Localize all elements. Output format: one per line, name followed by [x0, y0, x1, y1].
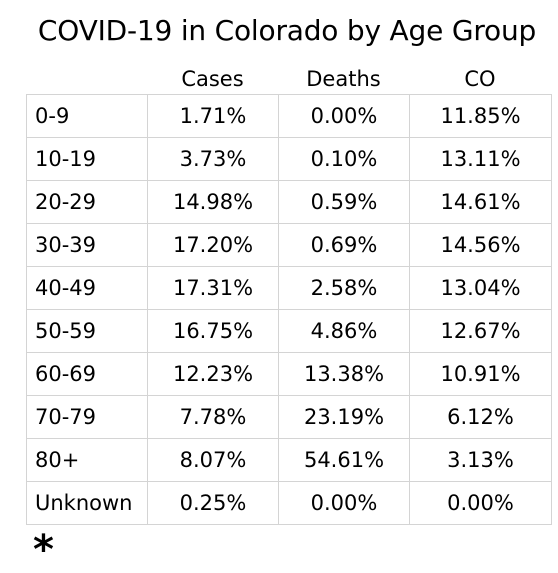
deaths-cell: 0.59%: [278, 180, 410, 224]
table-body: 0-9 1.71% 0.00% 11.85% 10-19 3.73% 0.10% 13.11%…: [26, 94, 552, 525]
table-row: 0-9 1.71% 0.00% 11.85%: [26, 94, 552, 138]
table-row: 70-79 7.78% 23.19% 6.12%: [26, 395, 552, 439]
deaths-cell: 0.10%: [278, 137, 410, 181]
deaths-cell: 13.38%: [278, 352, 410, 396]
age-group-cell: 10-19: [26, 137, 148, 181]
table-row: 50-59 16.75% 4.86% 12.67%: [26, 309, 552, 353]
age-group-cell: Unknown: [26, 481, 148, 525]
table-row: 60-69 12.23% 13.38% 10.91%: [26, 352, 552, 396]
chart-title: COVID-19 in Colorado by Age Group: [37, 14, 537, 47]
age-group-cell: 80+: [26, 438, 148, 482]
cases-cell: 17.20%: [147, 223, 279, 267]
table-row: 40-49 17.31% 2.58% 13.04%: [26, 266, 552, 310]
footnote-asterisk: *: [33, 527, 54, 573]
co-cell: 13.11%: [409, 137, 552, 181]
co-cell: 10.91%: [409, 352, 552, 396]
co-cell: 3.13%: [409, 438, 552, 482]
cases-cell: 14.98%: [147, 180, 279, 224]
co-cell: 12.67%: [409, 309, 552, 353]
table-row: 20-29 14.98% 0.59% 14.61%: [26, 180, 552, 224]
table-row: 10-19 3.73% 0.10% 13.11%: [26, 137, 552, 181]
co-cell: 13.04%: [409, 266, 552, 310]
cases-cell: 17.31%: [147, 266, 279, 310]
age-group-cell: 30-39: [26, 223, 148, 267]
cases-cell: 8.07%: [147, 438, 279, 482]
age-group-cell: 50-59: [26, 309, 148, 353]
cases-cell: 12.23%: [147, 352, 279, 396]
column-header-co: CO: [464, 67, 496, 91]
deaths-cell: 0.00%: [278, 481, 410, 525]
age-group-cell: 0-9: [26, 94, 148, 138]
cases-cell: 1.71%: [147, 94, 279, 138]
co-cell: 11.85%: [409, 94, 552, 138]
co-cell: 6.12%: [409, 395, 552, 439]
cases-cell: 0.25%: [147, 481, 279, 525]
age-group-cell: 70-79: [26, 395, 148, 439]
deaths-cell: 0.00%: [278, 94, 410, 138]
table-row: Unknown 0.25% 0.00% 0.00%: [26, 481, 552, 525]
cases-cell: 16.75%: [147, 309, 279, 353]
data-table: 0-9 1.71% 0.00% 11.85% 10-19 3.73% 0.10% 13.11%…: [26, 94, 552, 525]
deaths-cell: 54.61%: [278, 438, 410, 482]
co-cell: 14.61%: [409, 180, 552, 224]
age-group-cell: 40-49: [26, 266, 148, 310]
table-row: 30-39 17.20% 0.69% 14.56%: [26, 223, 552, 267]
cases-cell: 7.78%: [147, 395, 279, 439]
cases-cell: 3.73%: [147, 137, 279, 181]
table-row: 80+ 8.07% 54.61% 3.13%: [26, 438, 552, 482]
column-header-cases: Cases: [181, 67, 244, 91]
column-header-deaths: Deaths: [306, 67, 381, 91]
column-headers: Cases Deaths CO: [0, 64, 558, 94]
co-cell: 14.56%: [409, 223, 552, 267]
age-group-cell: 20-29: [26, 180, 148, 224]
deaths-cell: 23.19%: [278, 395, 410, 439]
deaths-cell: 0.69%: [278, 223, 410, 267]
co-cell: 0.00%: [409, 481, 552, 525]
deaths-cell: 4.86%: [278, 309, 410, 353]
deaths-cell: 2.58%: [278, 266, 410, 310]
age-group-cell: 60-69: [26, 352, 148, 396]
